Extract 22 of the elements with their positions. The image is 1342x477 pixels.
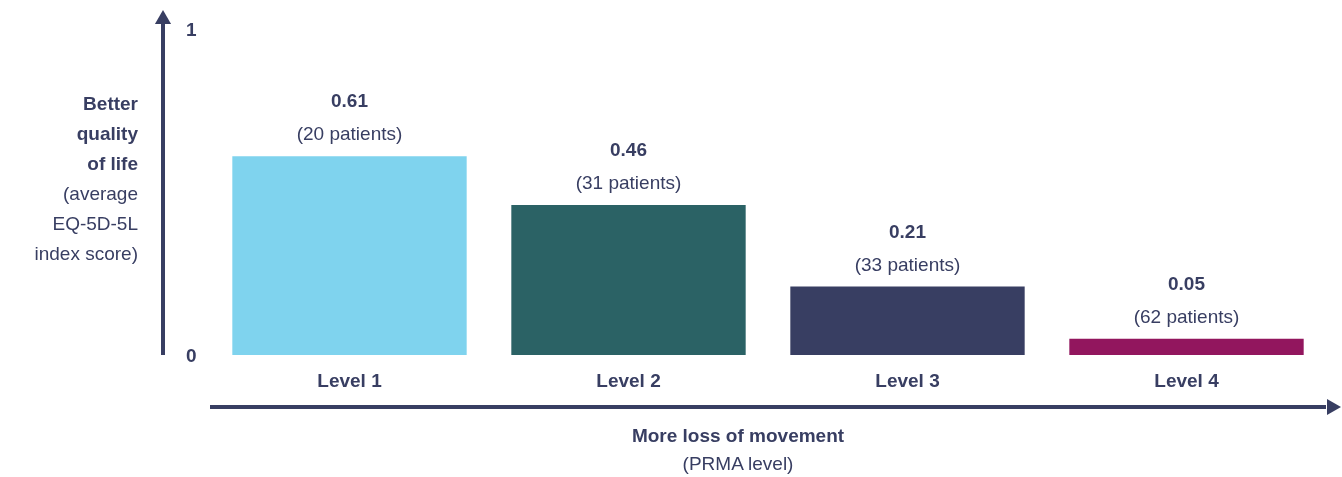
- data-label: 0.46: [610, 139, 647, 161]
- x-tick-label: Level 3: [875, 369, 940, 391]
- data-label: 0.05: [1168, 272, 1206, 294]
- x-tick-label: Level 4: [1154, 369, 1220, 391]
- bar: [511, 205, 746, 355]
- x-tick-label: Level 1: [317, 369, 383, 391]
- data-label: 0.21: [889, 220, 927, 242]
- bar: [1069, 338, 1304, 355]
- y-tick-label: 1: [185, 18, 197, 40]
- data-label: 0.61: [331, 90, 369, 112]
- annotation: (62 patients): [1133, 305, 1240, 327]
- annotation: (20 patients): [296, 123, 403, 145]
- y-axis-title: Better quality of life: [76, 93, 139, 174]
- text: (average EQ-5D-5L index score): [34, 183, 138, 264]
- bar: [232, 156, 467, 355]
- x-tick-label: Level 2: [596, 369, 661, 391]
- text: (PRMA level): [682, 453, 794, 474]
- annotation: (33 patients): [854, 253, 961, 275]
- y-tick-label: 0: [185, 344, 197, 366]
- bar: [790, 286, 1025, 355]
- x-axis-title: More loss of movement: [631, 425, 845, 446]
- annotation: (31 patients): [575, 172, 682, 194]
